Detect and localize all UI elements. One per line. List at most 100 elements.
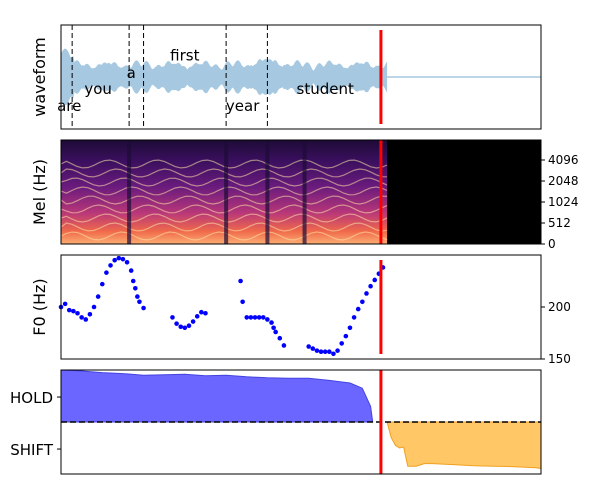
f0-point (244, 315, 250, 320)
f0-point (265, 317, 270, 322)
f0-point (260, 315, 266, 320)
f0-point (360, 299, 365, 305)
mel-harmonic (61, 159, 388, 169)
turn-taking-frame (60, 369, 542, 475)
waveform-ylabel: waveform (30, 37, 49, 117)
f0-point (79, 315, 84, 320)
f0-ytick-label: 200 (548, 300, 571, 314)
mel-harmonic (61, 195, 388, 205)
f0-point (256, 315, 262, 320)
mel-ytick-label: 4096 (548, 153, 579, 167)
f0-point (87, 311, 93, 317)
f0-point (339, 341, 345, 346)
turn-taking-panel: HOLD SHIFT (10, 369, 542, 475)
f0-point (331, 351, 336, 357)
mel-harmonic (61, 177, 388, 187)
f0-panel: 150 200 F0 (Hz) (30, 254, 571, 366)
word-label: you (84, 80, 112, 98)
mel-harmonic (61, 204, 388, 214)
f0-point (108, 263, 113, 268)
f0-point (170, 315, 175, 320)
mel-ytick-label: 512 (548, 216, 571, 230)
f0-point (322, 349, 328, 355)
turn-taking-ytick-label: HOLD (10, 389, 53, 407)
f0-point (355, 306, 361, 312)
word-label: are (57, 97, 81, 115)
f0-point (271, 325, 276, 331)
turn-taking-ytick-label: SHIFT (10, 441, 54, 459)
waveform-envelope (61, 48, 388, 106)
f0-point (99, 281, 105, 287)
f0-point (318, 349, 324, 355)
hold-area (61, 370, 374, 423)
f0-point (314, 348, 320, 353)
mel-harmonic (61, 222, 388, 232)
mel-ytick-label: 1024 (548, 195, 579, 209)
f0-point (178, 324, 184, 330)
mel-ylabel: Mel (Hz) (30, 159, 49, 225)
f0-point (133, 285, 138, 291)
f0-point (310, 346, 316, 351)
word-label: year (226, 97, 260, 115)
mel-panel: 0 512 1024 2048 4096 Mel (Hz) (30, 139, 579, 251)
f0-point (190, 319, 196, 324)
f0-point (116, 255, 122, 261)
f0-ytick-label: 150 (548, 352, 571, 366)
f0-point (66, 307, 72, 313)
f0-point (75, 310, 80, 316)
f0-point (174, 321, 179, 326)
f0-point (141, 305, 146, 311)
f0-point (240, 299, 245, 305)
word-label: a (127, 64, 136, 82)
mel-ytick-label: 0 (548, 237, 556, 251)
mel-harmonic (61, 231, 388, 241)
f0-point (62, 301, 68, 307)
f0-point (83, 317, 89, 322)
f0-point (273, 329, 278, 335)
f0-point (347, 325, 353, 331)
mel-harmonic (61, 213, 388, 223)
f0-point (199, 309, 204, 315)
f0-point (91, 304, 97, 310)
f0-point (104, 270, 109, 275)
f0-point (269, 320, 274, 325)
f0-point (343, 333, 349, 339)
f0-point (277, 335, 283, 341)
f0-point (120, 256, 126, 262)
f0-point (281, 343, 287, 348)
f0-point (238, 278, 243, 284)
mel-energy (61, 140, 388, 244)
f0-point (252, 315, 258, 320)
f0-point (182, 325, 188, 331)
f0-point (135, 294, 140, 299)
f0-point (248, 315, 254, 320)
mel-pause-0 (127, 140, 132, 244)
f0-point (203, 310, 208, 316)
f0-point (71, 308, 76, 314)
mel-frame (60, 139, 542, 245)
mel-pause-2 (265, 140, 270, 244)
f0-point (335, 348, 340, 353)
f0-point (124, 259, 130, 265)
f0-point (128, 268, 134, 273)
f0-point (368, 283, 373, 289)
f0-point (194, 314, 200, 319)
word-label: first (170, 46, 199, 64)
f0-point (112, 257, 117, 263)
f0-point (351, 315, 357, 320)
f0-point (306, 344, 311, 349)
f0-point (130, 278, 136, 284)
mel-pause-1 (224, 140, 229, 244)
mel-pause-3 (302, 140, 307, 244)
mel-harmonic (61, 186, 388, 196)
mel-harmonic (61, 168, 388, 178)
f0-point (327, 349, 332, 355)
f0-point (137, 299, 142, 305)
mel-ytick-label: 2048 (548, 174, 579, 188)
f0-ylabel: F0 (Hz) (30, 278, 49, 335)
waveform-frame (60, 24, 542, 130)
f0-point (186, 323, 192, 329)
shift-area (386, 421, 541, 469)
f0-point (364, 291, 369, 296)
